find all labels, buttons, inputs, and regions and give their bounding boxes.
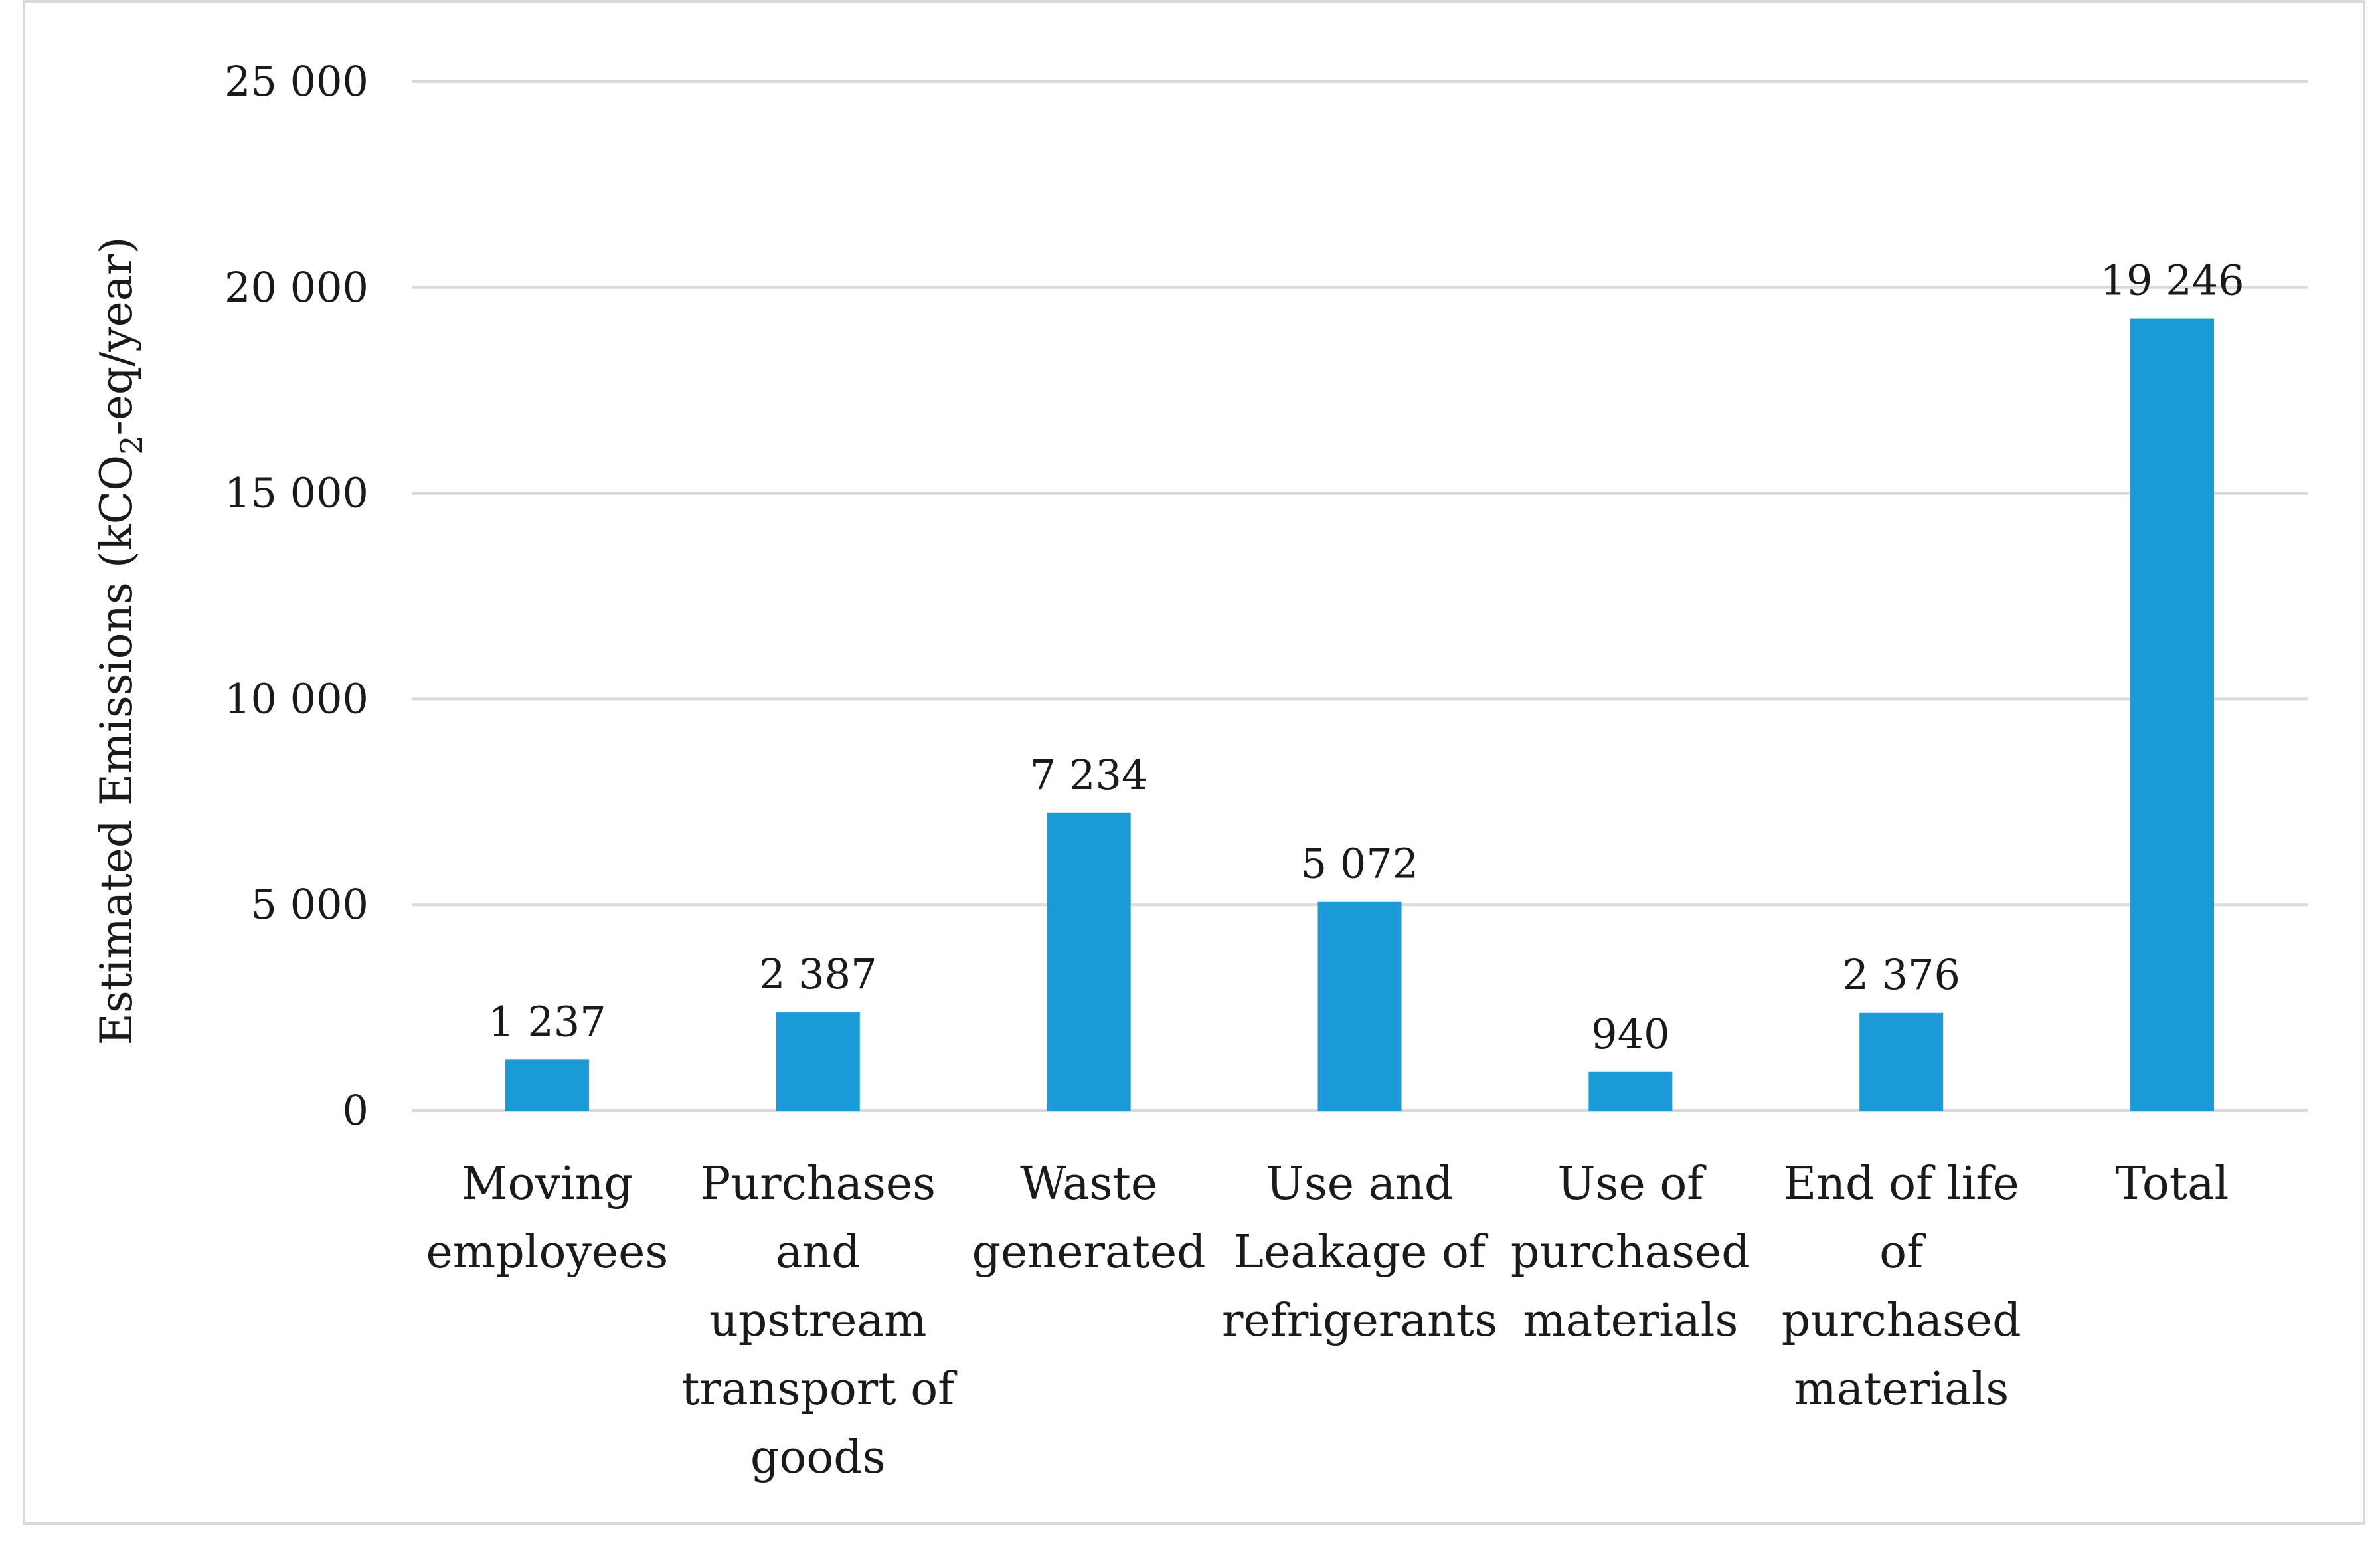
y-tick-label: 0 <box>343 1086 369 1135</box>
data-label: 940 <box>1591 1010 1669 1058</box>
y-tick-label: 15 000 <box>224 469 369 517</box>
data-label: 2 376 <box>1842 951 1960 999</box>
data-label: 1 237 <box>488 997 606 1046</box>
data-label: 7 234 <box>1030 751 1148 799</box>
bars <box>505 318 2215 1111</box>
bar <box>505 1059 589 1111</box>
y-tick-label: 25 000 <box>224 57 369 106</box>
chart-frame <box>23 0 2365 1525</box>
y-tick-label: 5 000 <box>251 880 369 929</box>
x-category-label: Use of purchased materials <box>1511 1158 1750 1347</box>
data-label: 19 246 <box>2100 256 2245 305</box>
y-tick-label: 10 000 <box>224 674 369 723</box>
bar <box>776 1012 860 1111</box>
x-category-label: End of life of purchased materials <box>1782 1158 2021 1415</box>
x-category-label: Total <box>2116 1158 2229 1210</box>
bar <box>1318 901 1402 1111</box>
x-category-label: Moving employees <box>426 1158 669 1279</box>
bar <box>1047 812 1131 1111</box>
x-category-label: Waste generated <box>972 1158 1206 1279</box>
x-category-label: Purchases and upstream transport of goods <box>681 1158 958 1484</box>
bar <box>2130 318 2215 1111</box>
data-labels: 1 237 2 387 7 234 5 072 940 2 376 19 246 <box>488 256 2244 1058</box>
bar <box>1859 1012 1944 1111</box>
y-axis-ticks: 0 5 000 10 000 15 000 20 000 25 000 <box>224 57 369 1135</box>
data-label: 5 072 <box>1301 840 1419 888</box>
y-axis-title: Estimated Emissions (kCO2-eq/year) <box>91 237 149 1046</box>
data-label: 2 387 <box>759 950 877 998</box>
bar <box>1588 1071 1673 1111</box>
x-category-label: Use and Leakage of refrigerants <box>1222 1158 1497 1347</box>
gridlines <box>412 80 2308 1112</box>
y-tick-label: 20 000 <box>224 263 369 312</box>
